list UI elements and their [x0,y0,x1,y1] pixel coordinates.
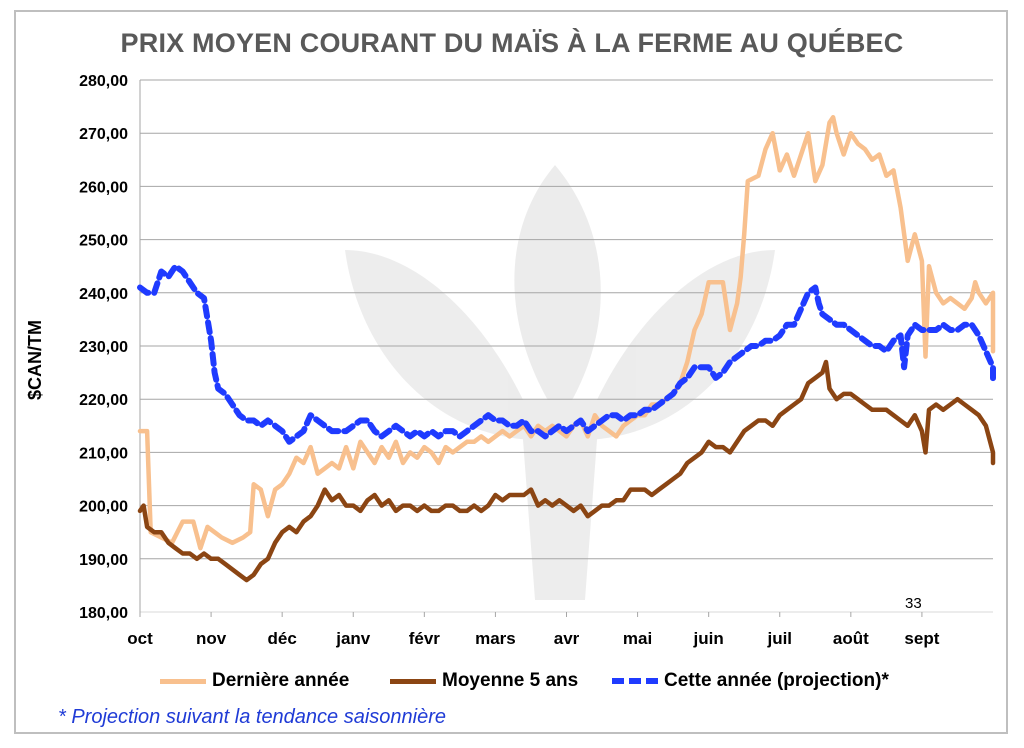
chart-frame [14,10,1008,734]
x-tick-label: nov [196,629,227,648]
legend-item-cette-annee: Cette année (projection)* [612,670,889,692]
x-tick-label: oct [127,629,153,648]
y-tick-label: 230,00 [79,339,128,356]
series-line-2 [137,263,996,445]
x-tick-label: sept [904,629,939,648]
chart-legend: Dernière année Moyenne 5 ans Cette année… [0,670,1024,696]
x-tick-label: juin [693,629,724,648]
legend-swatch-derniere-annee [160,678,206,684]
legend-swatch-moyenne-5-ans [390,678,436,684]
y-tick-label: 240,00 [79,286,128,303]
y-tick-label: 280,00 [79,73,128,90]
x-tick-label: févr [409,629,441,648]
legend-swatch-cette-annee [612,678,658,684]
series-line-1 [137,359,996,583]
legend-label-cette-annee: Cette année (projection)* [664,670,889,691]
page-number: 33 [905,595,922,612]
y-tick-label: 250,00 [79,233,128,250]
x-tick-label: déc [268,629,297,648]
x-tick-label: juil [766,629,792,648]
y-tick-label: 190,00 [79,552,128,569]
legend-label-moyenne-5-ans: Moyenne 5 ans [442,670,579,691]
x-tick-label: janv [335,629,371,648]
watermark-logo [345,165,775,600]
y-tick-label: 210,00 [79,445,128,462]
legend-label-derniere-annee: Dernière année [212,670,350,691]
legend-item-moyenne-5-ans: Moyenne 5 ans [390,670,578,692]
watermark-leaf [580,250,775,440]
x-tick-label: mars [475,629,516,648]
legend-item-derniere-annee: Dernière année [160,670,349,692]
x-tick-label: avr [554,629,580,648]
chart-title: PRIX MOYEN COURANT DU MAÏS À LA FERME AU… [120,28,904,58]
y-tick-label: 200,00 [79,499,128,516]
x-tick-label: mai [623,629,652,648]
x-tick-label: août [833,629,869,648]
y-tick-label: 180,00 [79,605,128,622]
y-tick-label: 270,00 [79,126,128,143]
footnote: * Projection suivant la tendance saisonn… [58,706,447,728]
y-tick-label: 260,00 [79,179,128,196]
watermark-leaf [345,250,540,440]
y-tick-label: 220,00 [79,392,128,409]
